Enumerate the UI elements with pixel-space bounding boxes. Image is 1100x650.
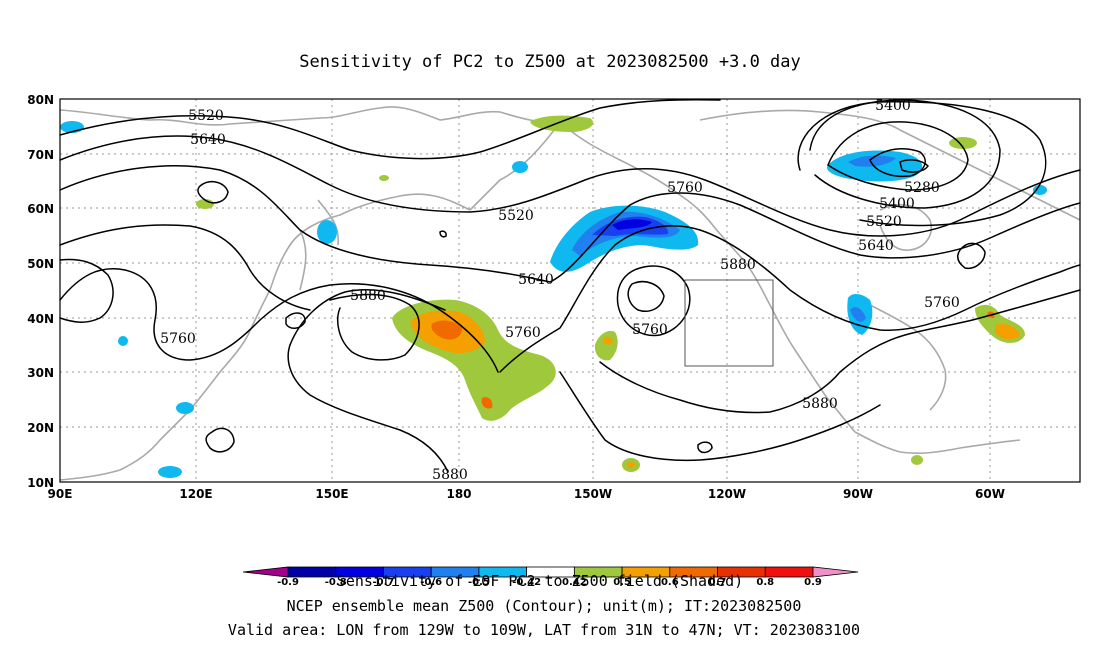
map-border xyxy=(59,98,1081,483)
colorbar-tick-label: 0.5 xyxy=(613,577,631,588)
lon-label: 90E xyxy=(48,487,73,501)
lat-label: 10N xyxy=(27,476,54,490)
lon-label: 60W xyxy=(975,487,1005,501)
lon-label: 90W xyxy=(843,487,873,501)
contour-label: 5400 xyxy=(875,98,911,114)
colorbar-tick-label: -0.8 xyxy=(325,577,347,588)
colorbar-tick-label: -0.6 xyxy=(420,577,442,588)
colorbar-tick-label: -0.42 xyxy=(512,577,541,588)
contour-label: 5760 xyxy=(667,180,703,196)
lon-label: 150E xyxy=(315,487,348,501)
contour-label: 5640 xyxy=(190,132,226,148)
colorbar: -0.9 -0.8 -0.7 -0.6 -0.5 -0.42 0.42 0.5 0.6 0.7 0.… xyxy=(242,566,859,588)
contour-label: 5640 xyxy=(518,272,554,288)
lat-label: 30N xyxy=(27,366,54,380)
z500-contours xyxy=(59,98,1081,473)
colorbar-segment xyxy=(242,566,289,578)
contour-label: 5760 xyxy=(924,295,960,311)
lat-label: 70N xyxy=(27,148,54,162)
caption-line-1: Sensitivity of EOF PC2 to Z500 field (Sh… xyxy=(337,572,743,590)
valid-area-box xyxy=(684,279,774,367)
colorbar-segment xyxy=(287,566,337,578)
contour-label: 5520 xyxy=(866,214,902,230)
contour-label: 5880 xyxy=(802,396,838,412)
contour-labels: 5400 5520 5640 5280 5400 5520 5640 5760 … xyxy=(160,98,960,483)
contour-label: 5760 xyxy=(632,322,668,338)
colorbar-tick-label: -0.7 xyxy=(373,577,395,588)
colorbar-tick-label: 0.6 xyxy=(661,577,679,588)
lat-label: 60N xyxy=(27,202,54,216)
colorbar-tick-label: 0.42 xyxy=(562,577,587,588)
contour-label: 5280 xyxy=(904,180,940,196)
latitude-labels: 80N 70N 60N 50N 40N 30N 20N 10N xyxy=(27,93,54,490)
caption-line-3: Valid area: LON from 129W to 109W, LAT f… xyxy=(228,621,860,639)
map-background xyxy=(60,99,1080,482)
colorbar-segment xyxy=(812,566,859,578)
caption-line-2: NCEP ensemble mean Z500 (Contour); unit(… xyxy=(287,597,802,615)
lon-label: 120W xyxy=(708,487,746,501)
lat-label: 50N xyxy=(27,257,54,271)
lat-label: 40N xyxy=(27,312,54,326)
lat-label: 20N xyxy=(27,421,54,435)
contour-label: 5400 xyxy=(879,196,915,212)
contour-label: 5520 xyxy=(188,108,224,124)
colorbar-tick-label: 0.8 xyxy=(756,577,774,588)
contour-label: 5520 xyxy=(498,208,534,224)
colorbar-tick-label: -0.9 xyxy=(277,577,299,588)
colorbar-segment xyxy=(764,566,814,578)
contour-label: 5880 xyxy=(432,467,468,483)
colorbar-tick-label: 0.7 xyxy=(709,577,727,588)
colorbar-tick-label: -0.5 xyxy=(468,577,490,588)
colorbar-tick-label: 0.9 xyxy=(804,577,822,588)
contour-label: 5880 xyxy=(350,288,386,304)
lon-label: 180 xyxy=(446,487,471,501)
lon-label: 120E xyxy=(179,487,212,501)
contour-label: 5760 xyxy=(160,331,196,347)
graticule xyxy=(60,99,1080,482)
contour-label: 5880 xyxy=(720,257,756,273)
longitude-labels: 90E 120E 150E 180 150W 120W 90W 60W xyxy=(48,487,1005,501)
map-title: Sensitivity of PC2 to Z500 at 2023082500… xyxy=(299,52,801,72)
lon-label: 150W xyxy=(574,487,612,501)
contour-label: 5640 xyxy=(858,238,894,254)
lat-label: 80N xyxy=(27,93,54,107)
contour-label: 5760 xyxy=(505,325,541,341)
